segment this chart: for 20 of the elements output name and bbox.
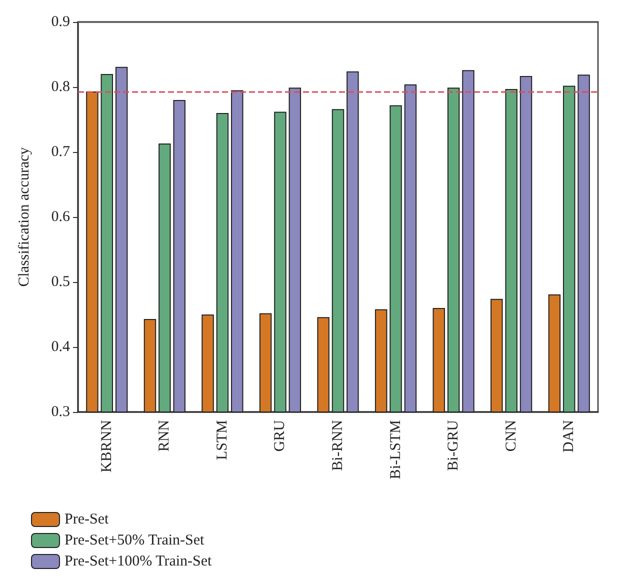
x-tick-label: Bi-RNN — [330, 420, 346, 471]
x-tick-label: Bi-GRU — [446, 420, 462, 471]
x-tick-label: DAN — [561, 420, 578, 452]
y-tick-label: 0.3 — [51, 404, 70, 420]
y-axis-title: Classification accuracy — [16, 146, 32, 287]
x-tick-label: GRU — [272, 420, 288, 452]
y-tick-label: 0.5 — [51, 274, 70, 290]
x-tick-label: CNN — [503, 420, 520, 452]
y-tick-label: 0.7 — [51, 144, 70, 160]
y-tick-label: 0.9 — [51, 14, 70, 30]
y-tick-label: 0.4 — [51, 339, 70, 355]
x-tick-label: LSTM — [214, 420, 230, 460]
x-tick-label: RNN — [156, 420, 173, 452]
y-tick-label: 0.8 — [51, 79, 70, 95]
legend-label: Pre-Set+50% Train-Set — [64, 532, 206, 548]
x-tick-label: KBRNN — [98, 420, 115, 473]
legend-label: Pre-Set — [64, 512, 110, 528]
y-tick-label: 0.6 — [51, 209, 70, 225]
x-tick-label: Bi-LSTM — [388, 420, 404, 480]
legend-label: Pre-Set+100% Train-Set — [64, 554, 213, 570]
